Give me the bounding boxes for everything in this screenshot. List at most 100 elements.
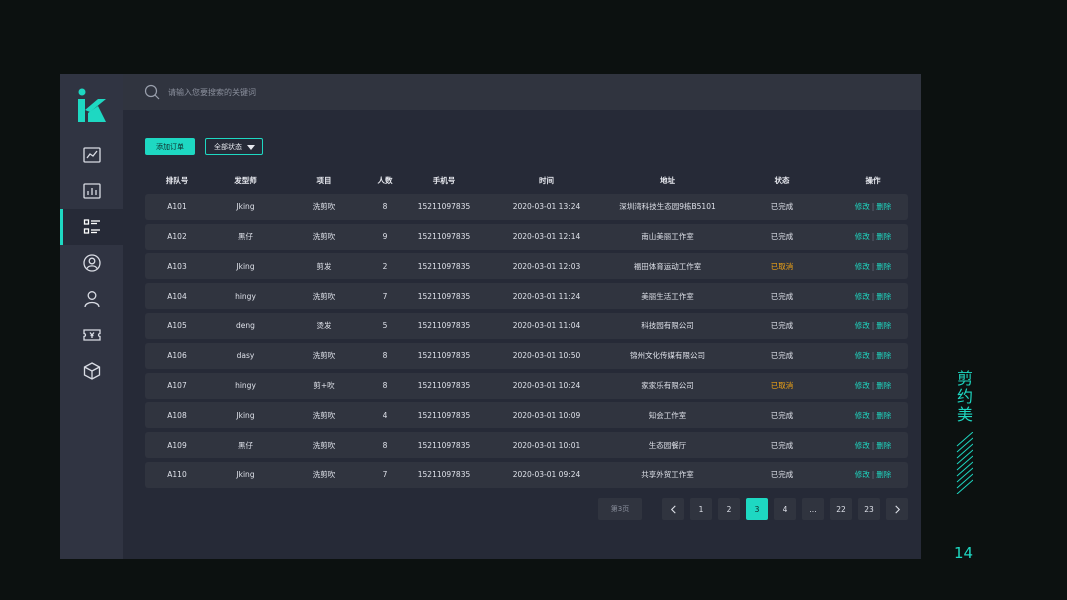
row-queue-number: A102 — [167, 232, 187, 242]
row-status: 已完成 — [770, 291, 794, 301]
status-filter-dropdown[interactable]: 全部状态 — [205, 138, 263, 155]
action-separator: | — [871, 410, 875, 420]
row-status: 已完成 — [770, 232, 794, 242]
table-row: A103 Jking 剪发 2 15211097835 2020-03-01 12:03 福… — [145, 253, 908, 280]
action-separator: | — [871, 321, 875, 331]
edit-link[interactable]: 修改 — [854, 351, 870, 361]
row-actions: 修改 | 删除 — [838, 261, 908, 272]
table-row: A106 dasy 洗剪吹 8 15211097835 2020-03-01 10:50 锦… — [145, 342, 908, 369]
row-count: 8 — [382, 351, 388, 361]
next-page-button[interactable] — [886, 498, 908, 520]
row-time: 2020-03-01 12:14 — [512, 232, 581, 242]
action-separator: | — [871, 202, 875, 212]
delete-link[interactable]: 删除 — [876, 470, 892, 480]
page-button-1[interactable]: 1 — [690, 498, 712, 520]
action-separator: | — [871, 381, 875, 391]
page-button-23[interactable]: 23 — [858, 498, 880, 520]
user-icon — [83, 291, 100, 308]
row-actions: 修改 | 删除 — [838, 380, 908, 391]
row-actions: 修改 | 删除 — [838, 410, 908, 421]
list-icon — [83, 219, 100, 234]
edit-link[interactable]: 修改 — [854, 261, 870, 271]
delete-link[interactable]: 删除 — [876, 321, 892, 331]
row-actions: 修改 | 删除 — [838, 440, 908, 451]
row-address: 生态园餐厅 — [648, 440, 687, 450]
row-phone: 15211097835 — [417, 410, 471, 420]
edit-link[interactable]: 修改 — [854, 410, 870, 420]
row-service: 洗剪吹 — [312, 440, 336, 450]
row-stylist: hingy — [235, 291, 256, 301]
row-time: 2020-03-01 10:01 — [512, 440, 581, 450]
row-status: 已完成 — [770, 351, 794, 361]
edit-link[interactable]: 修改 — [854, 440, 870, 450]
delete-link[interactable]: 删除 — [876, 410, 892, 420]
delete-link[interactable]: 删除 — [876, 291, 892, 301]
table-row: A108 Jking 洗剪吹 4 15211097835 2020-03-01 10:09… — [145, 402, 908, 429]
page-button-22[interactable]: 22 — [830, 498, 852, 520]
prev-page-button[interactable] — [662, 498, 684, 520]
row-stylist: Jking — [236, 261, 255, 271]
header-address: 地址 — [660, 175, 675, 185]
row-time: 2020-03-01 12:03 — [512, 261, 581, 271]
edit-link[interactable]: 修改 — [854, 381, 870, 391]
row-actions: 修改 | 删除 — [838, 469, 908, 480]
sidebar-item-coupons[interactable] — [60, 317, 123, 353]
row-service: 烫发 — [316, 321, 332, 331]
row-count: 8 — [382, 440, 388, 450]
row-status: 已完成 — [770, 321, 794, 331]
edit-link[interactable]: 修改 — [854, 202, 870, 212]
header-phone: 手机号 — [432, 175, 456, 185]
row-actions: 修改 | 删除 — [838, 231, 908, 242]
status-filter-value: 全部状态 — [214, 142, 242, 151]
sidebar-item-orders[interactable] — [60, 209, 123, 245]
row-queue-number: A105 — [167, 321, 187, 331]
page-button-2[interactable]: 2 — [718, 498, 740, 520]
row-stylist: deng — [236, 321, 255, 331]
row-stylist: 黑仔 — [238, 440, 253, 450]
header-count: 人数 — [377, 175, 393, 185]
action-separator: | — [871, 291, 875, 301]
row-count: 9 — [382, 232, 388, 242]
delete-link[interactable]: 删除 — [876, 202, 892, 212]
edit-link[interactable]: 修改 — [854, 291, 870, 301]
search-icon[interactable] — [144, 84, 160, 100]
delete-link[interactable]: 删除 — [876, 440, 892, 450]
edit-link[interactable]: 修改 — [854, 232, 870, 242]
sidebar-item-reports[interactable] — [60, 173, 123, 209]
row-count: 8 — [382, 202, 388, 212]
row-queue-number: A109 — [167, 440, 187, 450]
table-row: A105 deng 烫发 5 15211097835 2020-03-01 11:04 科技… — [145, 312, 908, 339]
header-queue-number: 排队号 — [165, 175, 189, 185]
table-row: A104 hingy 洗剪吹 7 15211097835 2020-03-01 11:24… — [145, 283, 908, 310]
sidebar-item-customers[interactable] — [60, 245, 123, 281]
edit-link[interactable]: 修改 — [854, 321, 870, 331]
delete-link[interactable]: 删除 — [876, 381, 892, 391]
delete-link[interactable]: 删除 — [876, 232, 892, 242]
bar-chart-icon — [82, 183, 101, 199]
chevron-left-icon — [670, 505, 676, 513]
edit-link[interactable]: 修改 — [854, 470, 870, 480]
row-address: 美丽生活工作室 — [641, 291, 694, 301]
row-phone: 15211097835 — [417, 232, 471, 242]
delete-link[interactable]: 删除 — [876, 351, 892, 361]
search-input[interactable] — [168, 87, 568, 97]
add-order-button[interactable]: 添加订单 — [145, 138, 195, 155]
sidebar-item-products[interactable] — [60, 353, 123, 389]
row-queue-number: A103 — [167, 261, 187, 271]
row-status: 已完成 — [770, 410, 794, 420]
page-button-4[interactable]: 4 — [774, 498, 796, 520]
row-queue-number: A108 — [167, 410, 187, 420]
row-service: 洗剪吹 — [312, 410, 336, 420]
table-row: A109 黑仔 洗剪吹 8 15211097835 2020-03-01 10:01 生态园… — [145, 432, 908, 459]
table-header: 排队号 发型师 项目 人数 手机号 时间 地址 状态 操作 — [145, 170, 908, 190]
slide-page-number: 14 — [954, 544, 974, 562]
caret-down-icon — [247, 145, 255, 150]
action-separator: | — [871, 232, 875, 242]
row-address: 科技园有限公司 — [641, 321, 694, 331]
sidebar-item-profile[interactable] — [60, 281, 123, 317]
sidebar-item-analytics[interactable] — [60, 137, 123, 173]
row-stylist: Jking — [236, 410, 255, 420]
row-address: 知会工作室 — [648, 410, 687, 420]
delete-link[interactable]: 删除 — [876, 261, 892, 271]
page-button-3[interactable]: 3 — [746, 498, 768, 520]
